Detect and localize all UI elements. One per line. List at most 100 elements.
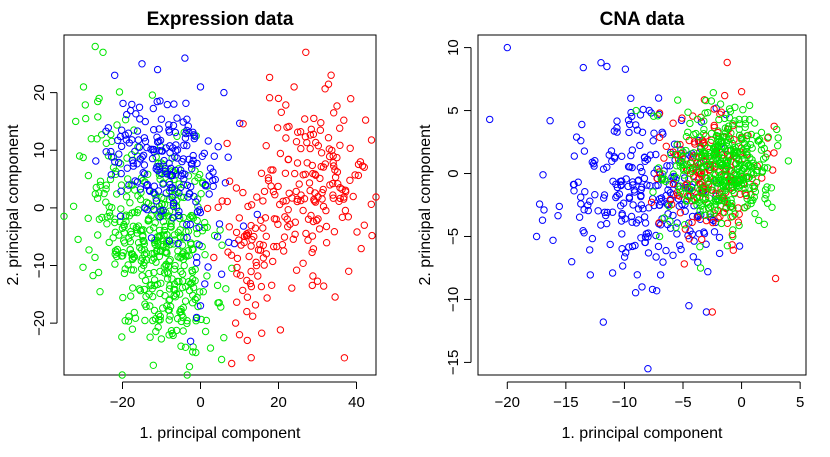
cna-point-series-2 [704,200,713,208]
cna-point-series-2 [716,100,725,108]
cna-point-series-2 [752,178,761,187]
expression-point-series-2 [233,298,241,306]
expression-point-series-2 [341,206,350,215]
expression-point-series-0 [75,152,84,160]
expression-point-series-1 [225,238,233,247]
expression-point-series-1 [161,165,170,173]
cna-point-series-0 [664,210,672,218]
expression-point-series-0 [128,255,137,264]
expression-point-series-1 [153,65,162,74]
expression-point-series-0 [166,281,174,290]
cna-point-series-1 [669,179,677,188]
cna-point-series-0 [627,108,635,117]
expression-point-series-0 [111,247,120,255]
cna-point-series-2 [743,160,751,168]
expression-point-series-2 [358,162,367,170]
cna-x-tick-label: 0 [737,394,745,411]
expression-point-series-1 [165,159,173,168]
expression-point-series-0 [118,371,126,379]
expression-point-series-2 [342,188,350,196]
expression-point-series-2 [294,128,302,136]
cna-point-series-2 [726,203,735,211]
expression-point-series-1 [155,125,163,133]
cna-point-series-1 [698,235,706,244]
cna-point-series-0 [603,163,611,172]
cna-point-series-0 [669,211,677,220]
cna-point-series-1 [737,88,746,96]
expression-point-series-0 [120,229,128,237]
cna-point-series-1 [723,219,732,228]
expression-point-series-1 [165,128,174,136]
cna-point-series-2 [654,112,662,120]
expression-point-series-1 [102,148,110,156]
cna-point-series-0 [639,205,647,213]
expression-point-series-0 [131,186,139,194]
cna-point-series-2 [745,161,753,169]
expression-point-series-0 [137,227,145,235]
expression-point-series-0 [111,218,119,227]
expression-point-series-1 [170,199,178,207]
expression-plot-frame [63,34,377,376]
cna-point-series-0 [642,230,651,238]
cna-point-series-1 [710,105,718,113]
expression-point-series-2 [264,176,273,185]
cna-point-series-2 [755,216,763,225]
cna-point-series-1 [709,218,717,227]
cna-point-series-0 [628,242,637,251]
expression-point-series-0 [154,323,162,331]
cna-y-tick-label: −5 [445,228,462,245]
expression-point-series-1 [155,147,164,155]
expression-point-series-2 [259,197,267,205]
cna-point-series-0 [613,192,621,200]
cna-point-series-2 [666,217,674,226]
cna-point-series-0 [613,124,621,132]
expression-point-series-2 [320,282,328,290]
expression-point-series-1 [165,237,174,245]
expression-point-series-0 [183,371,191,379]
expression-point-series-2 [239,188,247,197]
expression-point-series-2 [316,126,325,134]
expression-point-series-0 [139,176,147,185]
cna-point-series-2 [784,157,793,165]
cna-point-series-0 [625,128,633,137]
expression-point-series-1 [141,117,150,126]
expression-point-series-1 [210,152,219,160]
expression-point-series-0 [196,288,204,296]
expression-point-series-0 [121,116,130,124]
expression-point-series-2 [356,158,365,166]
expression-point-series-2 [282,101,290,109]
cna-point-series-0 [684,231,692,240]
cna-point-series-2 [688,167,696,176]
cna-point-series-0 [652,253,660,261]
cna-y-tick-label: 0 [445,169,462,177]
expression-point-series-2 [349,192,357,201]
expression-point-series-0 [206,344,215,352]
expression-point-series-2 [292,138,301,146]
expression-point-series-1 [173,154,181,162]
expression-point-series-0 [222,285,230,293]
expression-point-series-1 [193,208,202,216]
expression-point-series-0 [178,241,187,249]
expression-point-series-0 [96,177,105,186]
expression-point-series-0 [139,236,147,245]
cna-point-series-2 [751,119,759,127]
expression-point-series-0 [217,303,225,311]
expression-point-series-1 [191,132,199,140]
expression-point-series-0 [163,275,172,283]
cna-point-series-1 [694,213,702,222]
expression-point-series-1 [141,137,150,146]
cna-point-series-0 [618,230,626,238]
expression-point-series-1 [184,193,192,201]
cna-point-series-0 [627,151,635,160]
cna-point-series-0 [616,177,625,186]
expression-y-tick-label: 20 [31,84,48,101]
cna-point-series-2 [649,112,658,120]
expression-point-series-2 [303,159,311,167]
expression-point-series-2 [308,248,316,257]
expression-point-series-0 [127,292,135,300]
expression-point-series-1 [183,115,191,123]
expression-y-label: 2. principal component [5,124,22,286]
expression-point-series-0 [166,256,174,264]
cna-point-series-2 [715,159,724,167]
cna-point-series-2 [675,185,684,193]
